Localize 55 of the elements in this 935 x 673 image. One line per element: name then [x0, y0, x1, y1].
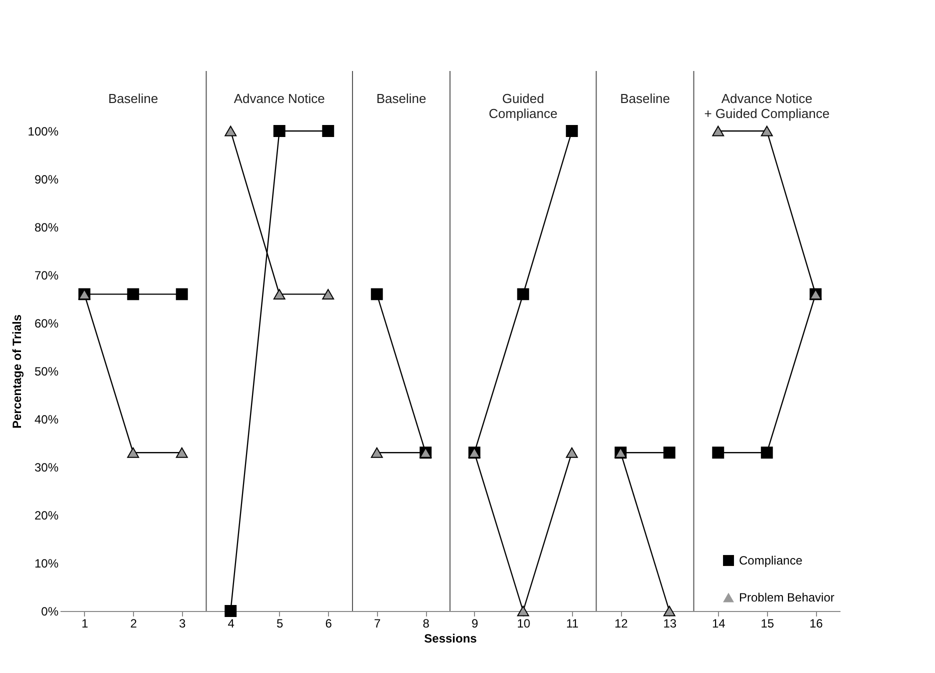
x-tick-label: 16 — [809, 616, 824, 630]
y-tick-label: 80% — [34, 220, 59, 234]
y-tick-label: 60% — [34, 316, 59, 330]
x-tick-label: 3 — [179, 616, 186, 630]
x-tick-label: 9 — [472, 616, 479, 630]
text: Baseline — [376, 91, 426, 106]
y-tick-label: 30% — [34, 460, 59, 474]
y-tick-label: 40% — [34, 412, 59, 426]
text: Advance Notice — [234, 91, 325, 106]
x-tick-label: 7 — [374, 616, 382, 630]
point — [517, 606, 530, 616]
x-axis-title: Sessions — [424, 632, 478, 646]
x-tick-label: 11 — [566, 616, 579, 630]
x-tick-label: 2 — [130, 616, 138, 630]
x-tick-label: 8 — [422, 616, 430, 630]
point — [127, 447, 140, 458]
legend-label: Compliance — [739, 554, 803, 568]
y-tick-label: 90% — [34, 172, 59, 186]
point — [370, 447, 383, 458]
y-tick-label: 70% — [34, 268, 59, 282]
point — [176, 288, 188, 300]
point — [663, 606, 676, 616]
text: Baseline — [620, 91, 670, 106]
point — [566, 447, 578, 458]
point — [663, 446, 676, 459]
y-tick-label: 10% — [34, 556, 59, 570]
x-tick-label: 14 — [712, 616, 726, 630]
point — [517, 288, 530, 300]
y-axis-title: Percentage of Trials — [10, 314, 24, 429]
x-tick-label: 6 — [325, 616, 332, 630]
y-tick-label: 100% — [28, 124, 59, 138]
x-tick-label: 10 — [516, 616, 531, 630]
y-tick-label: 20% — [34, 508, 59, 522]
legend-label: Problem Behavior — [739, 590, 834, 604]
x-tick-label: 13 — [663, 616, 677, 630]
point — [760, 126, 773, 136]
y-tick-label: 0% — [41, 604, 59, 618]
x-tick-label: 1 — [82, 616, 89, 630]
point — [712, 126, 724, 136]
point — [224, 605, 237, 617]
x-tick-label: 12 — [614, 616, 628, 630]
point — [127, 288, 140, 300]
point — [566, 125, 578, 137]
text: Baseline — [108, 91, 158, 106]
x-tick-label: 5 — [276, 616, 284, 630]
x-tick-label: 4 — [228, 616, 235, 630]
point — [712, 446, 724, 459]
text: Advance Notice + Guided Compliance — [704, 91, 830, 121]
y-tick-label: 50% — [34, 364, 59, 378]
text: Guided Compliance — [488, 91, 558, 121]
point — [370, 288, 383, 300]
x-tick-label: 15 — [760, 616, 774, 630]
point — [322, 125, 334, 137]
point — [176, 447, 188, 458]
point — [760, 446, 773, 459]
